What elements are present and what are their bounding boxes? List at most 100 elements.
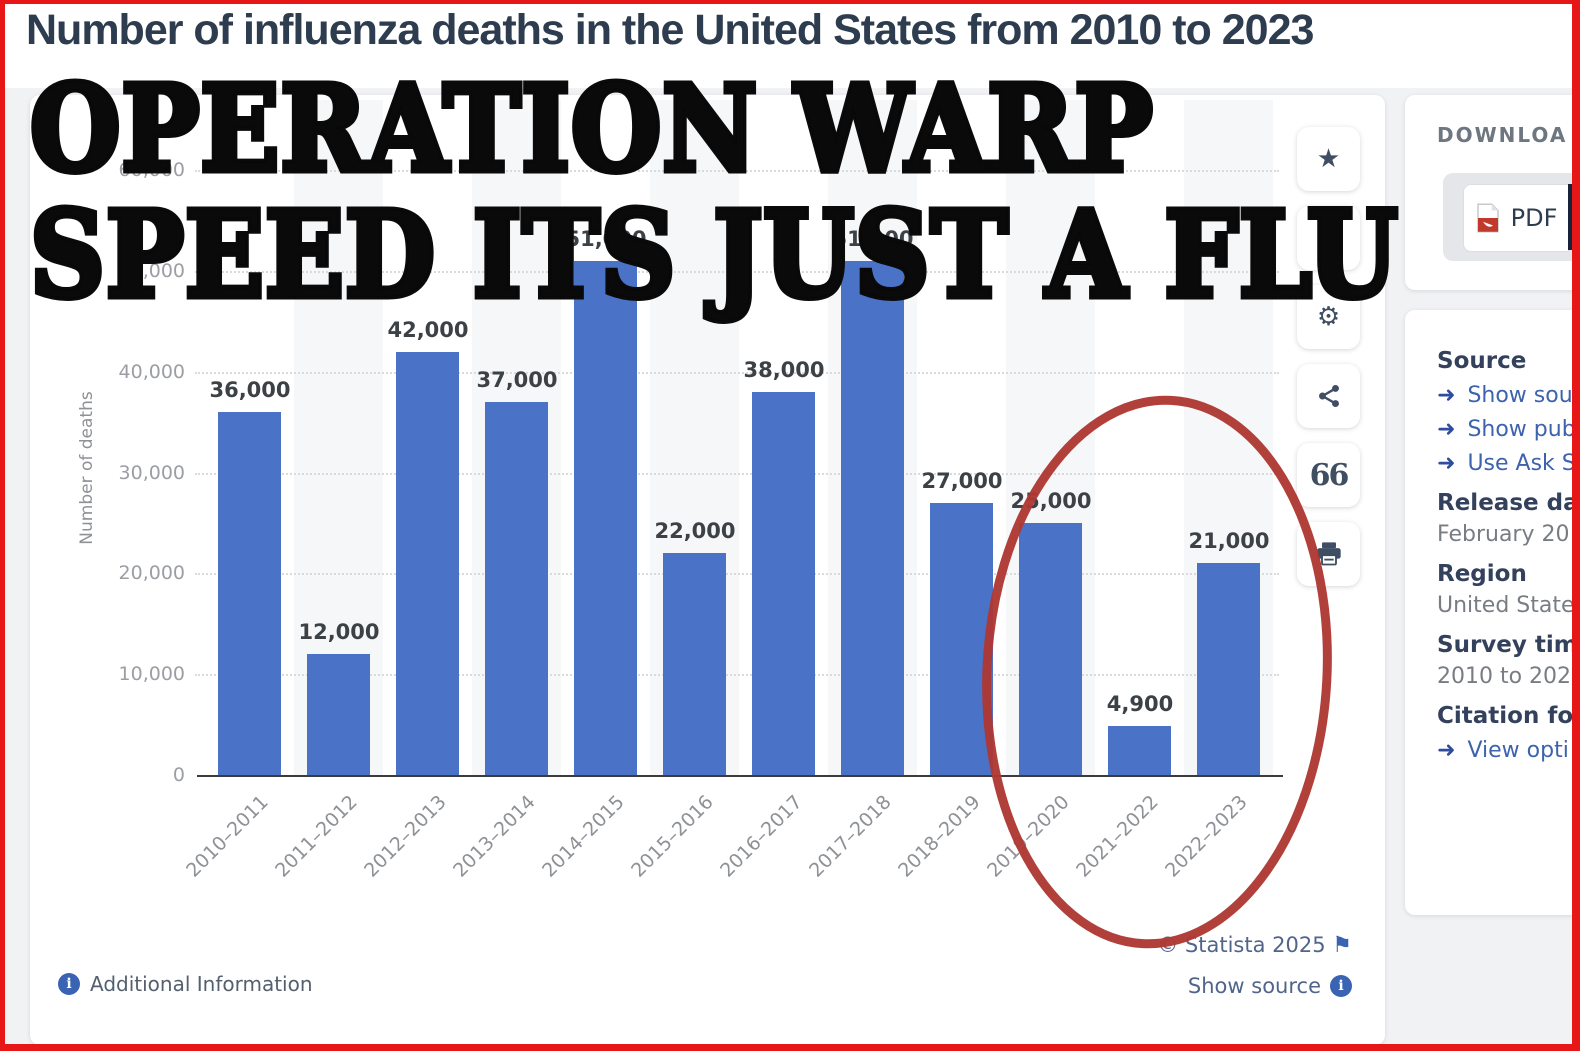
settings-button[interactable]: ⚙ [1297,285,1360,349]
red-frame-bottom [0,1044,1580,1051]
bar-value-label: 37,000 [476,367,558,392]
y-tick-label: 10,000 [118,663,185,686]
y-tick-label: 40,000 [118,360,185,383]
arrow-icon: ➜ [1437,383,1456,408]
bar-value-label: 36,000 [209,378,291,402]
bar-value-label: 22,000 [654,519,736,544]
show-sources-link[interactable]: ➜ Show sou [1437,383,1580,408]
release-date-heading: Release da [1437,490,1579,516]
pdf-file-icon [1476,203,1499,233]
x-tick-text: 2012–2013 [359,791,451,882]
gridline [195,674,1279,677]
cite-button[interactable]: 66 [1297,443,1360,507]
page-title: Number of influenza deaths in the United… [26,6,1314,54]
download-heading: DOWNLOA [1437,123,1568,147]
show-sources-label: Show sou [1467,383,1573,408]
x-tick-text: 2021–2022 [1071,791,1163,882]
bar[interactable] [1108,725,1171,775]
source-heading: Source [1437,348,1527,374]
bar[interactable] [307,654,370,775]
bar-value-label: 42,000 [387,317,469,342]
x-tick-text: 2011–2012 [270,791,362,882]
title-strip [0,0,1580,88]
download-pdf-button[interactable]: PDF [1463,184,1569,252]
bar[interactable] [218,412,281,775]
additional-information-link[interactable]: i Additional Information [58,972,313,996]
bar[interactable] [1197,563,1260,775]
quote-icon: 66 [1309,457,1350,493]
red-frame-top [0,0,1580,4]
view-citation-options-link[interactable]: ➜ View opti [1437,738,1580,763]
survey-period-value: 2010 to 202 [1437,664,1572,689]
flag-icon[interactable]: ⚑ [1332,933,1352,958]
bar[interactable] [574,260,637,775]
bar-value-label: 12,000 [298,620,380,644]
meme-text-line2: SPEED ITS JUST A FLU [27,185,1401,324]
bar[interactable] [841,260,904,775]
toolbar-button-hidden[interactable] [1297,206,1360,270]
arrow-icon: ➜ [1437,451,1456,476]
x-tick-text: 2019–2020 [982,791,1074,882]
show-source-link[interactable]: Show source i [1000,974,1352,998]
red-frame-right [1572,0,1580,1051]
citation-heading: Citation fo [1437,703,1574,729]
y-tick-label: 60,000 [118,159,185,181]
bar[interactable] [663,553,726,775]
bar-value-label: 4,900 [1106,691,1174,716]
share-button[interactable] [1297,364,1360,428]
download-panel: DOWNLOA PDF + [1405,95,1580,290]
show-publisher-link[interactable]: ➜ Show pub [1437,417,1580,442]
additional-information-label: Additional Information [90,972,313,996]
bar-value-label: 51,000 [565,226,647,251]
print-button[interactable] [1297,522,1360,586]
printer-icon [1316,542,1341,566]
x-tick-text: 2016–2017 [715,791,807,882]
show-source-label: Show source [1187,974,1321,998]
x-axis-line [197,775,1283,777]
x-tick-text: 2010–2011 [181,791,273,882]
bar[interactable] [930,502,993,775]
bar-value-label: 25,000 [1010,488,1092,513]
x-tick-text: 2013–2014 [448,791,540,882]
x-tick-text: 2015–2016 [626,791,718,882]
y-tick-label: 30,000 [118,461,185,484]
meme-text-line1: OPERATION WARP [27,59,1156,198]
use-ask-statista-label: Use Ask S [1467,451,1576,476]
gridline [195,472,1279,475]
x-tick-text: 2017–2018 [804,791,896,882]
bar[interactable] [396,351,459,775]
share-icon [1318,384,1339,408]
bar-value-label: 51,000 [832,226,914,251]
copyright-text: © Statista 2025 [1157,933,1326,957]
x-tick-text: 2022–2023 [1160,791,1252,882]
favorite-button[interactable]: ★ [1297,127,1360,191]
survey-period-heading: Survey tim [1437,632,1578,658]
info-icon: i [1330,975,1352,997]
gear-icon: ⚙ [1316,302,1341,332]
red-frame-left [0,0,5,1051]
y-tick-label: 20,000 [118,562,185,585]
gridline [195,573,1279,576]
info-icon: i [58,973,80,995]
x-tick-text: 2018–2019 [893,791,985,882]
pdf-label: PDF [1510,204,1558,232]
y-tick-label: 0 [172,764,185,786]
source-panel: Source ➜ Show sou ➜ Show pub ➜ Use Ask S… [1405,310,1580,915]
show-publisher-label: Show pub [1467,417,1576,442]
gridline [195,270,1279,273]
view-citation-options-label: View opti [1467,738,1569,763]
bar[interactable] [752,391,815,775]
arrow-icon: ➜ [1437,738,1456,763]
copyright: © Statista 2025 ⚑ [1000,933,1352,957]
bar[interactable] [1019,522,1082,775]
bar[interactable] [485,401,548,775]
use-ask-statista-link[interactable]: ➜ Use Ask S [1437,451,1580,476]
gridline [195,371,1279,374]
bar-value-label: 38,000 [743,357,825,382]
release-date-value: February 20 [1437,522,1570,547]
region-value: United State [1437,593,1575,618]
y-tick-label: 50,000 [118,259,185,282]
arrow-icon: ➜ [1437,417,1456,442]
star-icon: ★ [1316,144,1341,174]
